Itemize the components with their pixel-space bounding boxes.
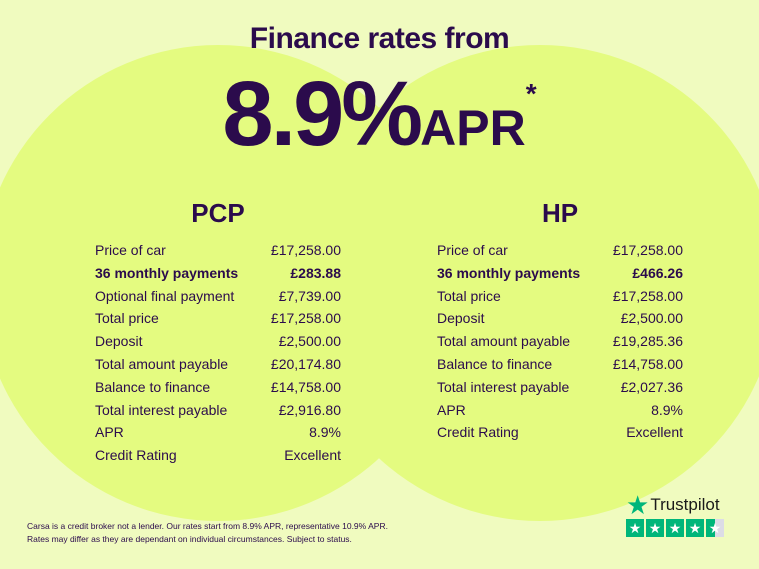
row-label: Total price xyxy=(437,287,501,304)
row-label: 36 monthly payments xyxy=(437,264,581,281)
table-row: APR 8.9% xyxy=(95,421,341,444)
pcp-title: PCP xyxy=(191,198,245,228)
right-circle-decoration xyxy=(302,45,759,521)
disclaimer-line-2: Rates may differ as they are dependant o… xyxy=(27,534,352,544)
rating-star-icon: ★ xyxy=(646,519,664,537)
table-row: Deposit £2,500.00 xyxy=(437,307,683,330)
row-label: Credit Rating xyxy=(95,447,177,464)
table-row: Balance to finance £14,758.00 xyxy=(437,353,683,376)
row-value: £17,258.00 xyxy=(270,310,341,327)
table-row: Total interest payable £2,916.80 xyxy=(95,399,341,422)
row-value: 8.9% xyxy=(309,424,341,441)
trustpilot-name: Trustpilot xyxy=(650,495,720,514)
row-value: £2,500.00 xyxy=(278,333,341,350)
pcp-table: PCP Price of car £17,258.00 36 monthly pay… xyxy=(95,198,341,467)
table-row: Credit Rating Excellent xyxy=(95,444,341,467)
hp-title: HP xyxy=(541,198,579,228)
table-row: Total amount payable £19,285.36 xyxy=(437,330,683,353)
table-row: 36 monthly payments £283.88 xyxy=(95,262,341,285)
row-label: Total interest payable xyxy=(95,401,228,418)
table-row: Total interest payable £2,027.36 xyxy=(437,376,683,399)
table-row: Deposit £2,500.00 xyxy=(95,330,341,353)
headline: Finance rates from xyxy=(249,22,510,55)
row-value: £19,285.36 xyxy=(612,333,683,350)
row-label: Deposit xyxy=(95,333,143,350)
row-value: £20,174.80 xyxy=(270,355,341,372)
row-label: APR xyxy=(95,424,124,441)
row-label: Total amount payable xyxy=(95,355,229,372)
apr-label: APR xyxy=(420,100,526,156)
row-value: £7,739.00 xyxy=(278,287,341,304)
rating-star-icon: ★ xyxy=(686,519,704,537)
trustpilot-badge: ★ Trustpilot ★ ★ ★ ★ ★ xyxy=(626,490,724,537)
table-row: Optional final payment £7,739.00 xyxy=(95,285,341,308)
rate-display: 8.9%APR* xyxy=(0,62,759,167)
row-label: Total amount payable xyxy=(437,333,571,350)
table-row: 36 monthly payments £466.26 xyxy=(437,262,683,285)
row-value: Excellent xyxy=(626,424,683,441)
table-row: APR 8.9% xyxy=(437,399,683,422)
row-value: £17,258.00 xyxy=(612,287,683,304)
row-label: Total interest payable xyxy=(437,378,570,395)
row-label: Price of car xyxy=(437,242,508,258)
rating-star-icon: ★ xyxy=(706,519,724,537)
table-row: Price of car £17,258.00 xyxy=(437,239,683,262)
row-value: £14,758.00 xyxy=(270,378,341,395)
row-label: APR xyxy=(437,401,466,418)
row-value: £2,916.80 xyxy=(278,401,341,418)
row-label: Credit Rating xyxy=(437,424,519,441)
table-row: Total price £17,258.00 xyxy=(437,285,683,308)
hp-table: HP Price of car £17,258.00 36 monthly paym… xyxy=(437,198,683,444)
table-row: Price of car £17,258.00 xyxy=(95,239,341,262)
asterisk: * xyxy=(525,78,537,109)
row-value: £466.26 xyxy=(632,264,683,281)
table-row: Balance to finance £14,758.00 xyxy=(95,376,341,399)
disclaimer: Carsa is a credit broker not a lender. O… xyxy=(27,520,388,546)
row-label: Deposit xyxy=(437,310,485,327)
disclaimer-line-1: Carsa is a credit broker not a lender. O… xyxy=(27,521,388,531)
row-label: Optional final payment xyxy=(95,287,235,304)
row-label: Price of car xyxy=(95,242,166,258)
row-value: Excellent xyxy=(284,447,341,464)
table-row: Credit Rating Excellent xyxy=(437,421,683,444)
row-value: £17,258.00 xyxy=(270,242,341,258)
row-label: Balance to finance xyxy=(95,378,211,395)
row-value: 8.9% xyxy=(651,401,683,418)
row-value: £2,027.36 xyxy=(620,378,683,395)
table-row: Total price £17,258.00 xyxy=(95,307,341,330)
table-row: Total amount payable £20,174.80 xyxy=(95,353,341,376)
rate-value: 8.9% xyxy=(222,63,423,165)
row-label: Balance to finance xyxy=(437,355,553,372)
row-label: Total price xyxy=(95,310,159,327)
trustpilot-rating: ★ ★ ★ ★ ★ xyxy=(626,519,724,537)
star-icon: ★ xyxy=(626,490,650,520)
row-value: £2,500.00 xyxy=(620,310,683,327)
row-value: £14,758.00 xyxy=(612,355,683,372)
row-value: £283.88 xyxy=(290,264,341,281)
row-label: 36 monthly payments xyxy=(95,264,239,281)
rating-star-icon: ★ xyxy=(666,519,684,537)
row-value: £17,258.00 xyxy=(612,242,683,258)
rating-star-icon: ★ xyxy=(626,519,644,537)
